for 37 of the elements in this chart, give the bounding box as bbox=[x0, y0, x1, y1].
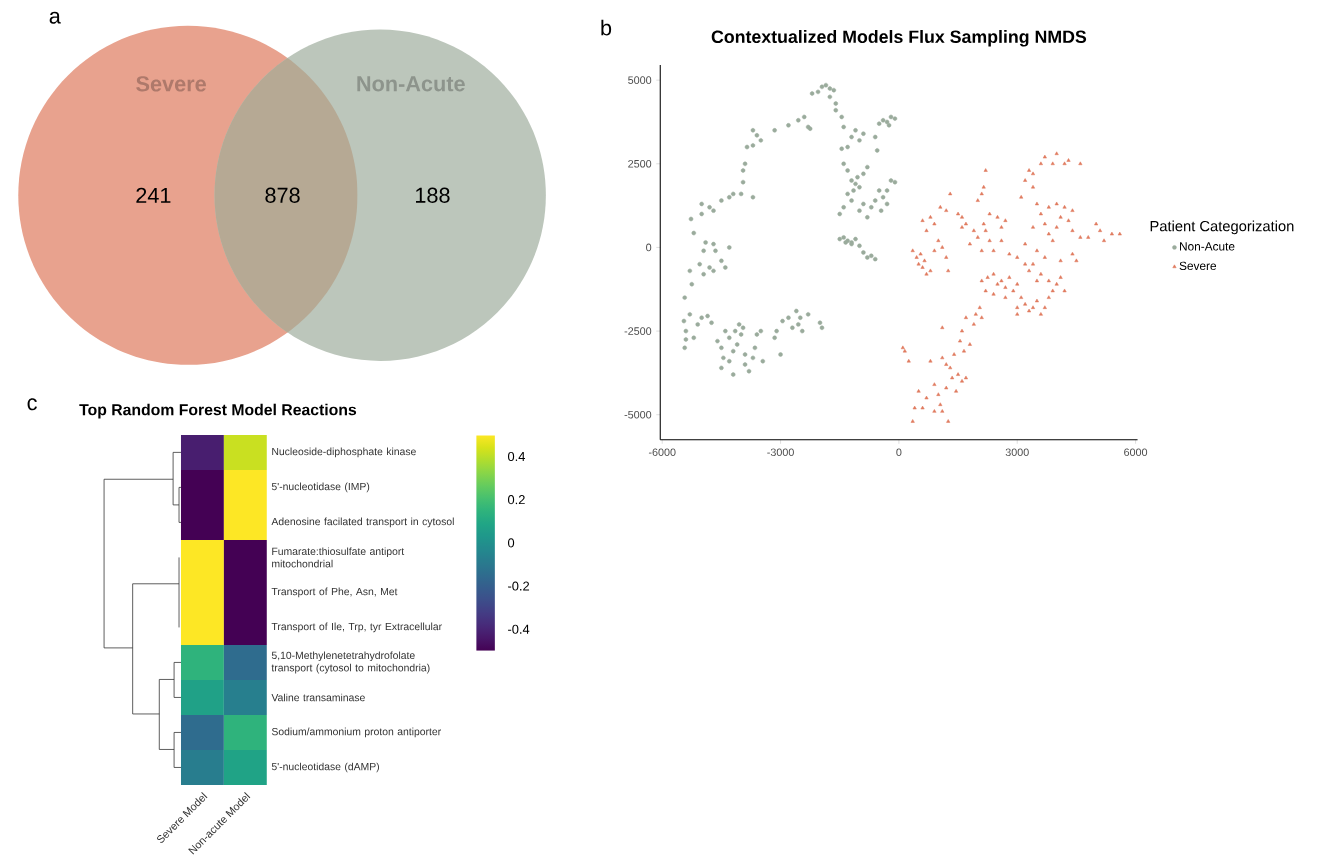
x-tick-label: -3000 bbox=[767, 448, 794, 457]
y-tick-label: -2500 bbox=[624, 327, 652, 335]
chart-title: Contextualized Models Flux Sampling NMDS bbox=[711, 30, 1087, 47]
text: a bbox=[49, 11, 61, 24]
y-tick-label: Transport of Ile, Trp, tyr Extracellular bbox=[271, 622, 442, 633]
x-tick-label: 6000 bbox=[1124, 448, 1148, 457]
color-bar-label: 0.2 bbox=[507, 495, 525, 505]
y-tick-label: 0 bbox=[646, 243, 652, 252]
legend-title: Patient Categorization bbox=[1150, 220, 1294, 235]
color-bar-label: 0 bbox=[507, 538, 515, 548]
y-tick-label: -5000 bbox=[624, 410, 652, 419]
legend-label: Severe bbox=[1179, 261, 1217, 271]
category-label: Severe bbox=[136, 76, 206, 92]
y-tick-label: Fumarate:thiosulfate antiport mitochondrial bbox=[272, 547, 405, 568]
y-tick-label: Nucleoside-diphosphate kinase bbox=[272, 447, 416, 458]
y-tick-label: Sodium/ammonium proton antiporter bbox=[271, 727, 441, 738]
color-bar-label: 0.4 bbox=[507, 452, 526, 462]
data-label: 188 bbox=[416, 187, 450, 203]
text: c bbox=[27, 398, 37, 411]
data-label: 241 bbox=[136, 187, 171, 203]
y-tick-label: Valine transaminase bbox=[271, 693, 365, 702]
data-label: 878 bbox=[265, 187, 300, 203]
x-tick-label: 3000 bbox=[1005, 448, 1029, 457]
y-tick-label: 5'-nucleotidase (dAMP) bbox=[271, 762, 379, 773]
y-tick-label: 5,10-Methylenetetrahydrofolate transport (cytosol to mitochondria) bbox=[271, 651, 430, 674]
y-tick-label: Transport of Phe, Asn, Met bbox=[271, 587, 398, 598]
chart-title: Top Random Forest Model Reactions bbox=[79, 403, 357, 419]
x-tick-label: -6000 bbox=[648, 448, 676, 457]
y-tick-label: Adenosine facilated transport in cytosol bbox=[271, 517, 454, 528]
y-tick-label: 5000 bbox=[628, 76, 652, 85]
color-bar-label: -0.4 bbox=[508, 624, 530, 634]
color-bar-label: -0.2 bbox=[508, 581, 530, 591]
y-tick-label: 5'-nucleotidase (IMP) bbox=[271, 482, 370, 493]
text: b bbox=[601, 19, 612, 36]
y-tick-label: 2500 bbox=[628, 160, 652, 168]
x-tick-label: 0 bbox=[896, 448, 902, 457]
legend-label: Non-Acute bbox=[1180, 242, 1235, 251]
